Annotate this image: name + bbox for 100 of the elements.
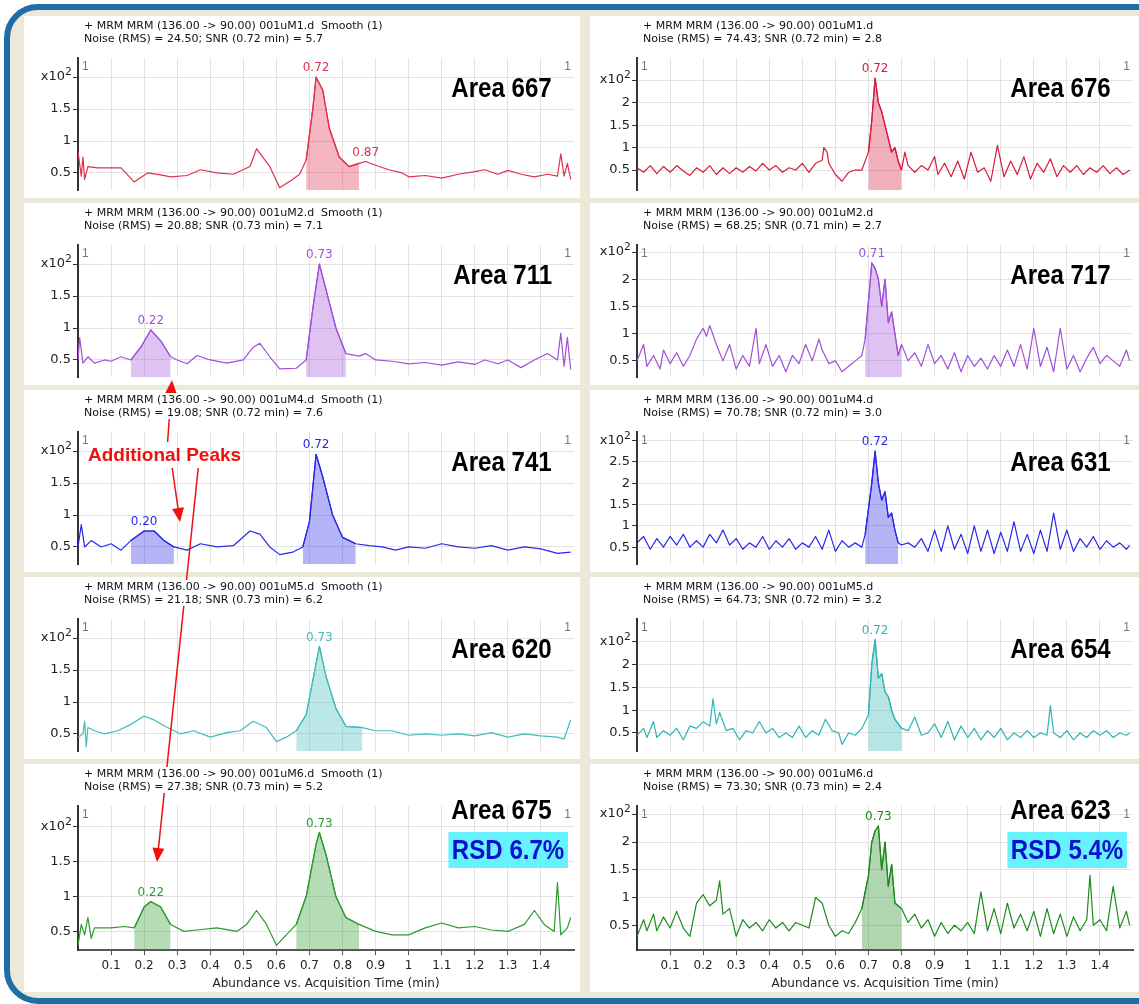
chart-subtitle: Noise (RMS) = 73.30; SNR (0.73 min) = 2.4 <box>643 780 882 793</box>
x-tick-label: 1.2 <box>1024 957 1044 972</box>
annotation: 1 <box>641 620 648 634</box>
x-tick-label: 0.4 <box>759 957 779 972</box>
y-tick-label: 1 <box>62 319 71 335</box>
y-tick-label: 2 <box>621 474 630 490</box>
annotation: Area 667 <box>451 72 552 104</box>
y-tick-label: 0.5 <box>50 725 71 741</box>
annotation: 0.72 <box>861 61 889 76</box>
chart-title: + MRM MRM (136.00 -> 90.00) 001uM4.d <box>643 393 875 406</box>
annotation: 0.22 <box>137 313 165 328</box>
annotation: 0.20 <box>130 514 158 529</box>
y-tick-label: 1 <box>62 132 71 148</box>
annotation: Area 654 <box>1010 633 1111 665</box>
x-tick-label: 1 <box>404 957 413 972</box>
y-axis-title: x10$^{2}$ <box>40 814 72 834</box>
annotation: Area 631 <box>1010 446 1111 478</box>
x-tick-label: 0.6 <box>266 957 286 972</box>
y-tick-label: 1 <box>621 701 630 717</box>
x-tick-label: 1.4 <box>1090 957 1110 972</box>
y-axis-title: x10$^{2}$ <box>40 252 72 271</box>
x-axis-title: Abundance vs. Acquisition Time (min) <box>212 975 440 990</box>
y-tick-label: 1 <box>62 506 71 522</box>
y-tick-label: 1.5 <box>609 495 630 511</box>
x-tick-label: 1.1 <box>432 957 452 972</box>
chart-subtitle: Noise (RMS) = 70.78; SNR (0.72 min) = 3.0 <box>643 406 882 419</box>
annotation: 1 <box>641 59 648 73</box>
annotation: 0.87 <box>352 144 380 159</box>
y-tick-label: 1.5 <box>50 287 71 303</box>
y-tick-label: 1.5 <box>609 861 630 877</box>
annotation: 1 <box>82 433 89 447</box>
annotation: 0.73 <box>306 629 333 644</box>
x-axis-title: Abundance vs. Acquisition Time (min) <box>771 975 999 990</box>
x-tick-label: 1.3 <box>498 957 518 972</box>
x-tick-label: 0.2 <box>693 957 713 972</box>
x-tick-label: 0.9 <box>366 957 386 972</box>
chart-title: + MRM MRM (136.00 -> 90.00) 001uM1.d Smooth (1) <box>84 19 383 32</box>
annotation: RSD 5.4% <box>1007 832 1127 868</box>
chart-title: + MRM MRM (136.00 -> 90.00) 001uM5.d Smooth (1) <box>84 580 383 593</box>
x-tick-label: 0.5 <box>792 957 812 972</box>
x-tick-label: 1.2 <box>465 957 485 972</box>
annotation: 0.73 <box>306 815 333 830</box>
y-tick-label: 1 <box>621 517 630 533</box>
x-tick-label: 1 <box>963 957 972 972</box>
y-axis-title: x10$^{2}$ <box>40 439 72 458</box>
y-tick-label: 1 <box>62 887 71 903</box>
annotation: 0.72 <box>302 60 330 75</box>
annotation: 1 <box>82 59 89 73</box>
x-tick-label: 0.4 <box>200 957 220 972</box>
chart-subtitle: Noise (RMS) = 21.18; SNR (0.73 min) = 6.2 <box>84 593 324 606</box>
y-tick-label: 1 <box>621 325 630 341</box>
annotation: 1 <box>1123 433 1130 447</box>
annotation: Additional Peaks <box>88 444 242 466</box>
x-tick-label: 0.7 <box>858 957 879 972</box>
annotation: 1 <box>564 433 571 447</box>
chart-subtitle: Noise (RMS) = 27.38; SNR (0.73 min) = 5.2 <box>84 780 324 793</box>
y-tick-label: 1.5 <box>50 661 71 677</box>
annotation: 1 <box>1123 620 1130 634</box>
y-tick-label: 0.5 <box>50 538 71 554</box>
chart-title: + MRM MRM (136.00 -> 90.00) 001uM6.d Smooth (1) <box>84 767 383 780</box>
chart-subtitle: Noise (RMS) = 19.08; SNR (0.72 min) = 7.6 <box>84 406 324 419</box>
annotation: Area 741 <box>451 446 552 478</box>
chart-title: + MRM MRM (136.00 -> 90.00) 001uM6.d <box>643 767 875 780</box>
y-axis-title: x10$^{2}$ <box>599 428 631 447</box>
annotation: 1 <box>82 620 89 634</box>
x-tick-label: 0.7 <box>299 957 320 972</box>
annotation: 1 <box>564 620 571 634</box>
annotation: 0.72 <box>861 434 889 449</box>
y-tick-label: 2 <box>621 833 630 849</box>
chart-title: + MRM MRM (136.00 -> 90.00) 001uM4.d Smooth (1) <box>84 393 383 406</box>
annotation: 0.73 <box>865 809 892 824</box>
x-tick-label: 0.8 <box>891 957 912 972</box>
chart-subtitle: Noise (RMS) = 74.43; SNR (0.72 min) = 2.8 <box>643 32 882 45</box>
y-axis-title: x10$^{2}$ <box>40 65 72 84</box>
y-tick-label: 1.5 <box>609 678 630 694</box>
y-axis-title: x10$^{2}$ <box>599 68 631 87</box>
x-tick-label: 0.1 <box>101 957 121 972</box>
x-tick-label: 0.5 <box>233 957 253 972</box>
annotation: Area 717 <box>1010 259 1111 291</box>
y-tick-label: 1 <box>62 693 71 709</box>
annotation: Area 711 <box>452 259 552 291</box>
chart-subtitle: Noise (RMS) = 20.88; SNR (0.73 min) = 7.1 <box>84 219 324 232</box>
annotation: 1 <box>641 246 648 260</box>
annotation: RSD 6.7% <box>448 832 568 868</box>
y-tick-label: 0.5 <box>609 724 630 740</box>
x-tick-label: 0.3 <box>726 957 746 972</box>
y-tick-label: 0.5 <box>50 922 71 938</box>
annotation: 1 <box>1123 807 1130 821</box>
annotation: 1 <box>82 246 89 260</box>
chart-subtitle: Noise (RMS) = 64.73; SNR (0.72 min) = 3.2 <box>643 593 882 606</box>
x-tick-label: 1.1 <box>991 957 1011 972</box>
y-tick-label: 1.5 <box>50 100 71 116</box>
annotation: 1 <box>1123 59 1130 73</box>
chart-subtitle: Noise (RMS) = 68.25; SNR (0.71 min) = 2.7 <box>643 219 882 232</box>
x-tick-label: 0.2 <box>134 957 154 972</box>
x-tick-label: 0.1 <box>660 957 680 972</box>
y-tick-label: 0.5 <box>609 161 630 177</box>
y-tick-label: 1.5 <box>50 474 71 490</box>
y-tick-label: 0.5 <box>609 916 630 932</box>
x-tick-label: 0.6 <box>825 957 845 972</box>
